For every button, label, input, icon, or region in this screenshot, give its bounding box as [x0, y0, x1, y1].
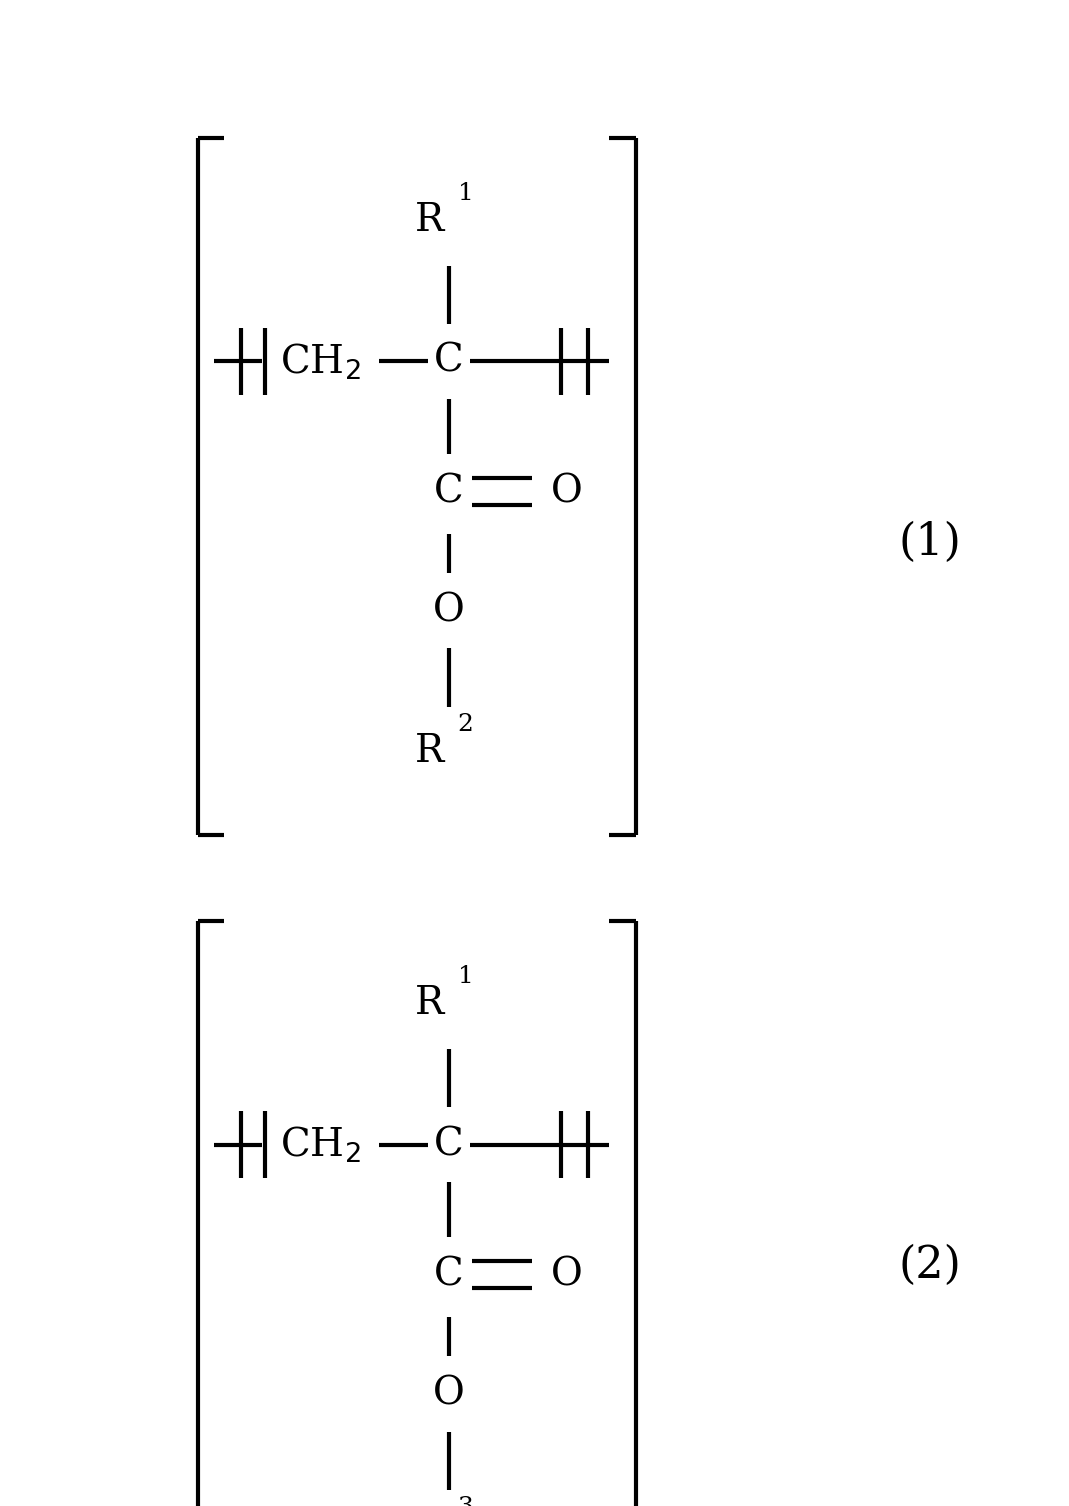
- Text: CH$_2$: CH$_2$: [280, 342, 361, 381]
- Text: C: C: [434, 1126, 464, 1163]
- Text: 3: 3: [458, 1497, 474, 1506]
- Text: 1: 1: [458, 182, 474, 205]
- Text: (1): (1): [899, 521, 961, 563]
- Text: 1: 1: [458, 965, 474, 988]
- Text: R: R: [415, 985, 444, 1023]
- Text: O: O: [551, 1256, 583, 1294]
- Text: R: R: [415, 733, 444, 770]
- Text: O: O: [551, 473, 583, 511]
- Text: 2: 2: [458, 714, 474, 736]
- Text: C: C: [434, 473, 464, 511]
- Text: C: C: [434, 1256, 464, 1294]
- Text: R: R: [415, 202, 444, 239]
- Text: CH$_2$: CH$_2$: [280, 1125, 361, 1164]
- Text: C: C: [434, 343, 464, 380]
- Text: (2): (2): [899, 1244, 961, 1286]
- Text: O: O: [433, 592, 465, 630]
- Text: O: O: [433, 1375, 465, 1413]
